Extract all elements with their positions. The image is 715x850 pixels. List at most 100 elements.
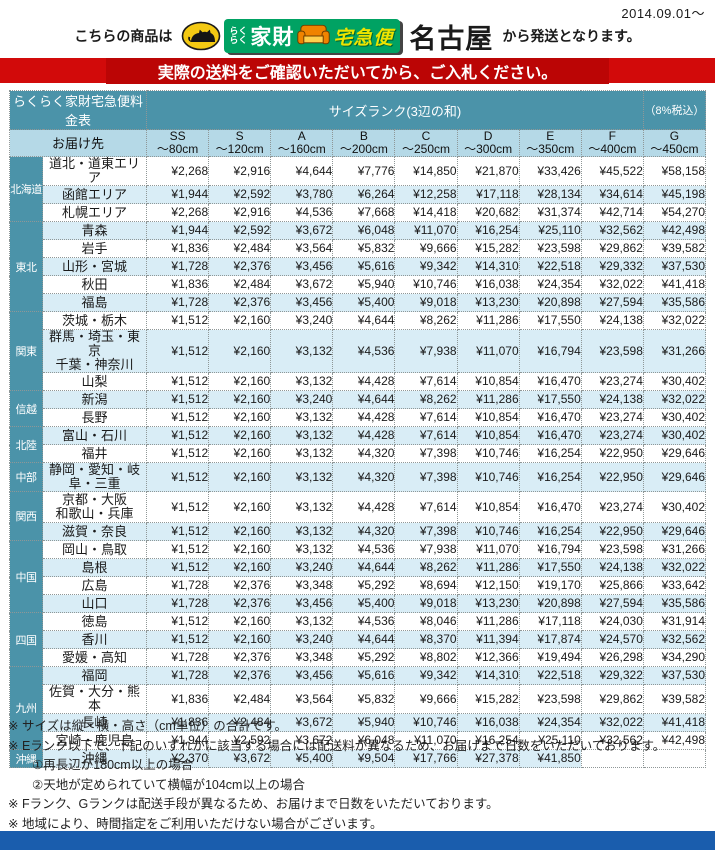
destination-cell: 福井 (41, 444, 148, 463)
price-cell: ¥24,354 (518, 713, 582, 732)
price-cell: ¥1,512 (146, 540, 210, 559)
table-row: 東北 青森 ¥1,944 ¥2,592 ¥3,672 ¥6,048 ¥11,070 ¥16,2… (9, 221, 707, 312)
table-row: 滋賀・奈良 ¥1,512 ¥2,160 ¥3,132 ¥4,320 ¥7,398 ¥10,7… (10, 522, 707, 541)
price-cell: ¥24,138 (580, 390, 644, 409)
price-cell: ¥14,850 (394, 156, 458, 186)
price-cell: ¥42,498 (642, 221, 707, 240)
price-cell: ¥2,376 (208, 648, 272, 667)
price-cell: ¥9,018 (394, 293, 458, 312)
price-cell: ¥29,322 (580, 666, 644, 685)
price-cell: ¥16,470 (518, 426, 582, 445)
price-cell: ¥14,418 (394, 203, 458, 222)
table-row: 島根 ¥1,512 ¥2,160 ¥3,240 ¥4,644 ¥8,262 ¥11,286 ¥… (10, 558, 707, 577)
price-cell: ¥3,780 (270, 185, 334, 204)
price-cell: ¥22,950 (580, 462, 644, 492)
note-line: ②天地が定められていて横幅が104cm以上の場合 (32, 777, 305, 792)
price-cell: ¥8,262 (394, 311, 458, 330)
price-cell: ¥4,320 (332, 444, 396, 463)
price-cell: ¥7,398 (394, 444, 458, 463)
price-cell: ¥24,030 (580, 612, 644, 631)
price-cell: ¥3,456 (270, 257, 334, 276)
price-cell: ¥32,022 (580, 275, 644, 294)
price-cell: ¥1,512 (146, 612, 210, 631)
price-cell: ¥10,746 (456, 444, 520, 463)
price-cell: ¥11,286 (456, 558, 520, 577)
price-cell: ¥3,132 (270, 540, 334, 559)
price-cell: ¥4,644 (270, 156, 334, 186)
price-cell: ¥11,394 (456, 630, 520, 649)
price-cell: ¥2,484 (208, 684, 272, 714)
size-rank-column-header: A ～160cm (270, 129, 334, 157)
price-cell: ¥4,320 (332, 522, 396, 541)
table-row: 群馬・埼玉・東京 千葉・神奈川 ¥1,512 ¥2,160 ¥3,132 ¥4,536 ¥7… (10, 329, 707, 373)
price-cell: ¥1,836 (146, 275, 210, 294)
price-cell: ¥1,728 (146, 594, 210, 613)
price-cell: ¥29,646 (642, 462, 707, 492)
price-cell: ¥5,616 (332, 257, 396, 276)
price-cell: ¥20,898 (518, 293, 582, 312)
table-row: 北陸 富山・石川 ¥1,512 ¥2,160 ¥3,132 ¥4,428 ¥7,614 ¥10… (9, 426, 707, 463)
price-cell: ¥7,668 (332, 203, 396, 222)
price-cell: ¥7,614 (394, 408, 458, 427)
price-cell: ¥22,518 (518, 666, 582, 685)
price-cell: ¥3,132 (270, 426, 334, 445)
price-cell: ¥3,132 (270, 491, 334, 523)
price-cell: ¥31,266 (642, 329, 707, 373)
price-cell: ¥2,592 (208, 731, 272, 750)
price-cell: ¥16,038 (456, 713, 520, 732)
price-cell: ¥1,512 (146, 408, 210, 427)
region-label: 中部 (9, 462, 43, 492)
price-cell: ¥1,728 (146, 666, 210, 685)
destination-cell: 沖縄 (41, 749, 148, 768)
price-cell: ¥14,310 (456, 666, 520, 685)
price-cell: ¥7,398 (394, 462, 458, 492)
table-row: 信越 新潟 ¥1,512 ¥2,160 ¥3,240 ¥4,644 ¥8,262 ¥11,28… (9, 390, 707, 427)
table-row: 香川 ¥1,512 ¥2,160 ¥3,240 ¥4,644 ¥8,370 ¥11,394 ¥… (10, 630, 707, 649)
price-cell: ¥6,048 (332, 731, 396, 750)
price-cell: ¥4,644 (332, 558, 396, 577)
price-cell: ¥27,378 (456, 749, 520, 768)
destination-cell: 群馬・埼玉・東京 千葉・神奈川 (41, 329, 148, 373)
table-row: 長崎 ¥1,836 ¥2,484 ¥3,672 ¥5,940 ¥10,746 ¥16,038… (10, 713, 707, 732)
price-cell: ¥16,794 (518, 540, 582, 559)
price-cell: ¥23,274 (580, 408, 644, 427)
price-cell: ¥6,048 (332, 221, 396, 240)
price-cell: ¥3,132 (270, 522, 334, 541)
price-cell: ¥7,776 (332, 156, 396, 186)
size-rank-column-header: D ～300cm (456, 129, 520, 157)
price-cell: ¥8,370 (394, 630, 458, 649)
price-cell: ¥2,484 (208, 275, 272, 294)
size-rank-column-header: S ～120cm (208, 129, 272, 157)
table-row: 札幌エリア ¥2,268 ¥2,916 ¥4,536 ¥7,668 ¥14,418 ¥20,… (10, 203, 707, 222)
price-cell: ¥11,070 (456, 540, 520, 559)
table-row: 沖縄 沖縄 ¥2,370 ¥3,672 ¥5,400 ¥9,504 ¥17,766 ¥27,3… (9, 749, 707, 768)
price-cell: ¥1,728 (146, 257, 210, 276)
price-cell: ¥16,254 (518, 444, 582, 463)
table-title-row: らくらく家財宅急便料金表 サイズランク(3辺の和) （8%税込） (8, 90, 707, 130)
price-cell: ¥3,132 (270, 329, 334, 373)
size-rank-column-header: F ～400cm (580, 129, 644, 157)
price-cell: ¥12,150 (456, 576, 520, 595)
price-cell: ¥14,310 (456, 257, 520, 276)
price-cell: ¥7,938 (394, 540, 458, 559)
price-cell: ¥11,070 (456, 329, 520, 373)
price-cell: ¥2,160 (208, 540, 272, 559)
price-cell: ¥17,118 (518, 612, 582, 631)
price-cell: ¥10,854 (456, 491, 520, 523)
price-cell: ¥19,170 (518, 576, 582, 595)
price-cell: ¥7,614 (394, 372, 458, 391)
table-row: 山口 ¥1,728 ¥2,376 ¥3,456 ¥5,400 ¥9,018 ¥13,230 ¥… (10, 594, 707, 613)
price-cell: ¥1,512 (146, 426, 210, 445)
price-cell: ¥3,564 (270, 684, 334, 714)
rate-table-body: 北海道 道北・道東エリア ¥2,268 ¥2,916 ¥4,644 ¥7,776 ¥14,8… (9, 156, 707, 768)
price-cell: ¥41,418 (642, 275, 707, 294)
price-cell: ¥11,286 (456, 311, 520, 330)
region-label: 北陸 (9, 426, 43, 463)
price-cell: ¥2,160 (208, 462, 272, 492)
price-cell: ¥19,494 (518, 648, 582, 667)
price-cell: ¥2,160 (208, 426, 272, 445)
logo-raku-top: らく (229, 26, 248, 36)
price-cell: ¥4,428 (332, 372, 396, 391)
price-cell: ¥2,376 (208, 257, 272, 276)
size-header-row: お届け先 SS ～80cm S ～120cm A ～160cm B ～200cm C ～250cm… (8, 129, 707, 157)
